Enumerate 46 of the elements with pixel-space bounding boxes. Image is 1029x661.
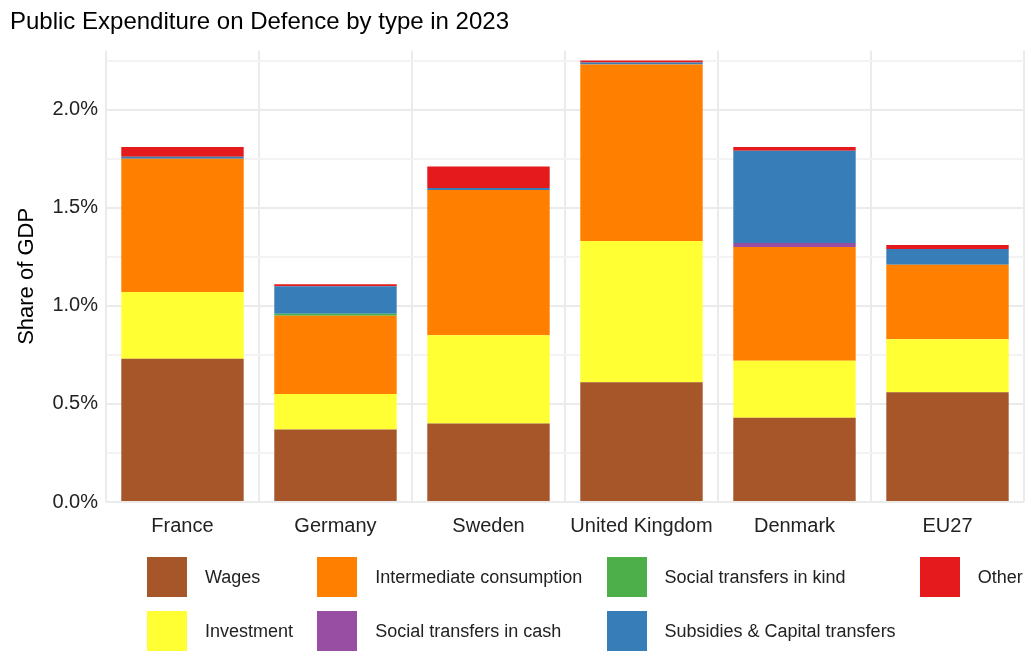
- bar: [274, 286, 397, 314]
- x-tick-label: Denmark: [753, 513, 837, 536]
- bar: [427, 335, 550, 424]
- bar: [274, 315, 397, 395]
- y-tick-label: 0.5%: [52, 391, 99, 414]
- y-tick-label: 0.0%: [52, 489, 99, 512]
- bar: [121, 358, 244, 501]
- chart-title: Public Expenditure on Defence by type in 2023: [10, 7, 509, 35]
- legend-label: Subsidies & Capital transfers: [664, 620, 896, 642]
- bar: [274, 429, 397, 501]
- bar: [274, 394, 397, 430]
- bar: [580, 64, 703, 242]
- bar: [886, 392, 1009, 501]
- bar: [580, 241, 703, 383]
- legend-label: Social transfers in cash: [375, 620, 562, 642]
- legend-label: Intermediate consumption: [375, 566, 583, 588]
- x-tick-label: Sweden: [452, 513, 525, 536]
- y-axis-title: Share of GDP: [13, 207, 39, 345]
- x-tick-label: United Kingdom: [570, 513, 713, 536]
- legend-label: Wages: [205, 566, 261, 588]
- legend-label: Investment: [205, 620, 294, 642]
- bar: [733, 146, 856, 151]
- legend-label: Social transfers in kind: [664, 566, 846, 588]
- y-tick-label: 1.5%: [52, 195, 99, 218]
- bar: [733, 417, 856, 501]
- bar: [733, 246, 856, 361]
- bar: [427, 190, 550, 336]
- bar: [580, 382, 703, 501]
- x-tick-label: EU27: [922, 513, 973, 536]
- y-tick-label: 1.0%: [52, 293, 99, 316]
- x-tick-label: Germany: [294, 513, 377, 536]
- bar: [886, 248, 1009, 265]
- bar: [121, 158, 244, 293]
- bar: [886, 264, 1009, 340]
- bar: [886, 245, 1009, 249]
- y-tick-label: 2.0%: [52, 97, 99, 120]
- bar: [121, 146, 244, 157]
- x-tick-label: France: [151, 513, 214, 536]
- bar: [886, 339, 1009, 393]
- legend-label: Other: [977, 566, 1023, 588]
- bar: [427, 423, 550, 501]
- bar: [121, 292, 244, 359]
- bar: [733, 150, 856, 244]
- bar: [733, 360, 856, 418]
- bar: [427, 166, 550, 189]
- bar: [733, 243, 856, 247]
